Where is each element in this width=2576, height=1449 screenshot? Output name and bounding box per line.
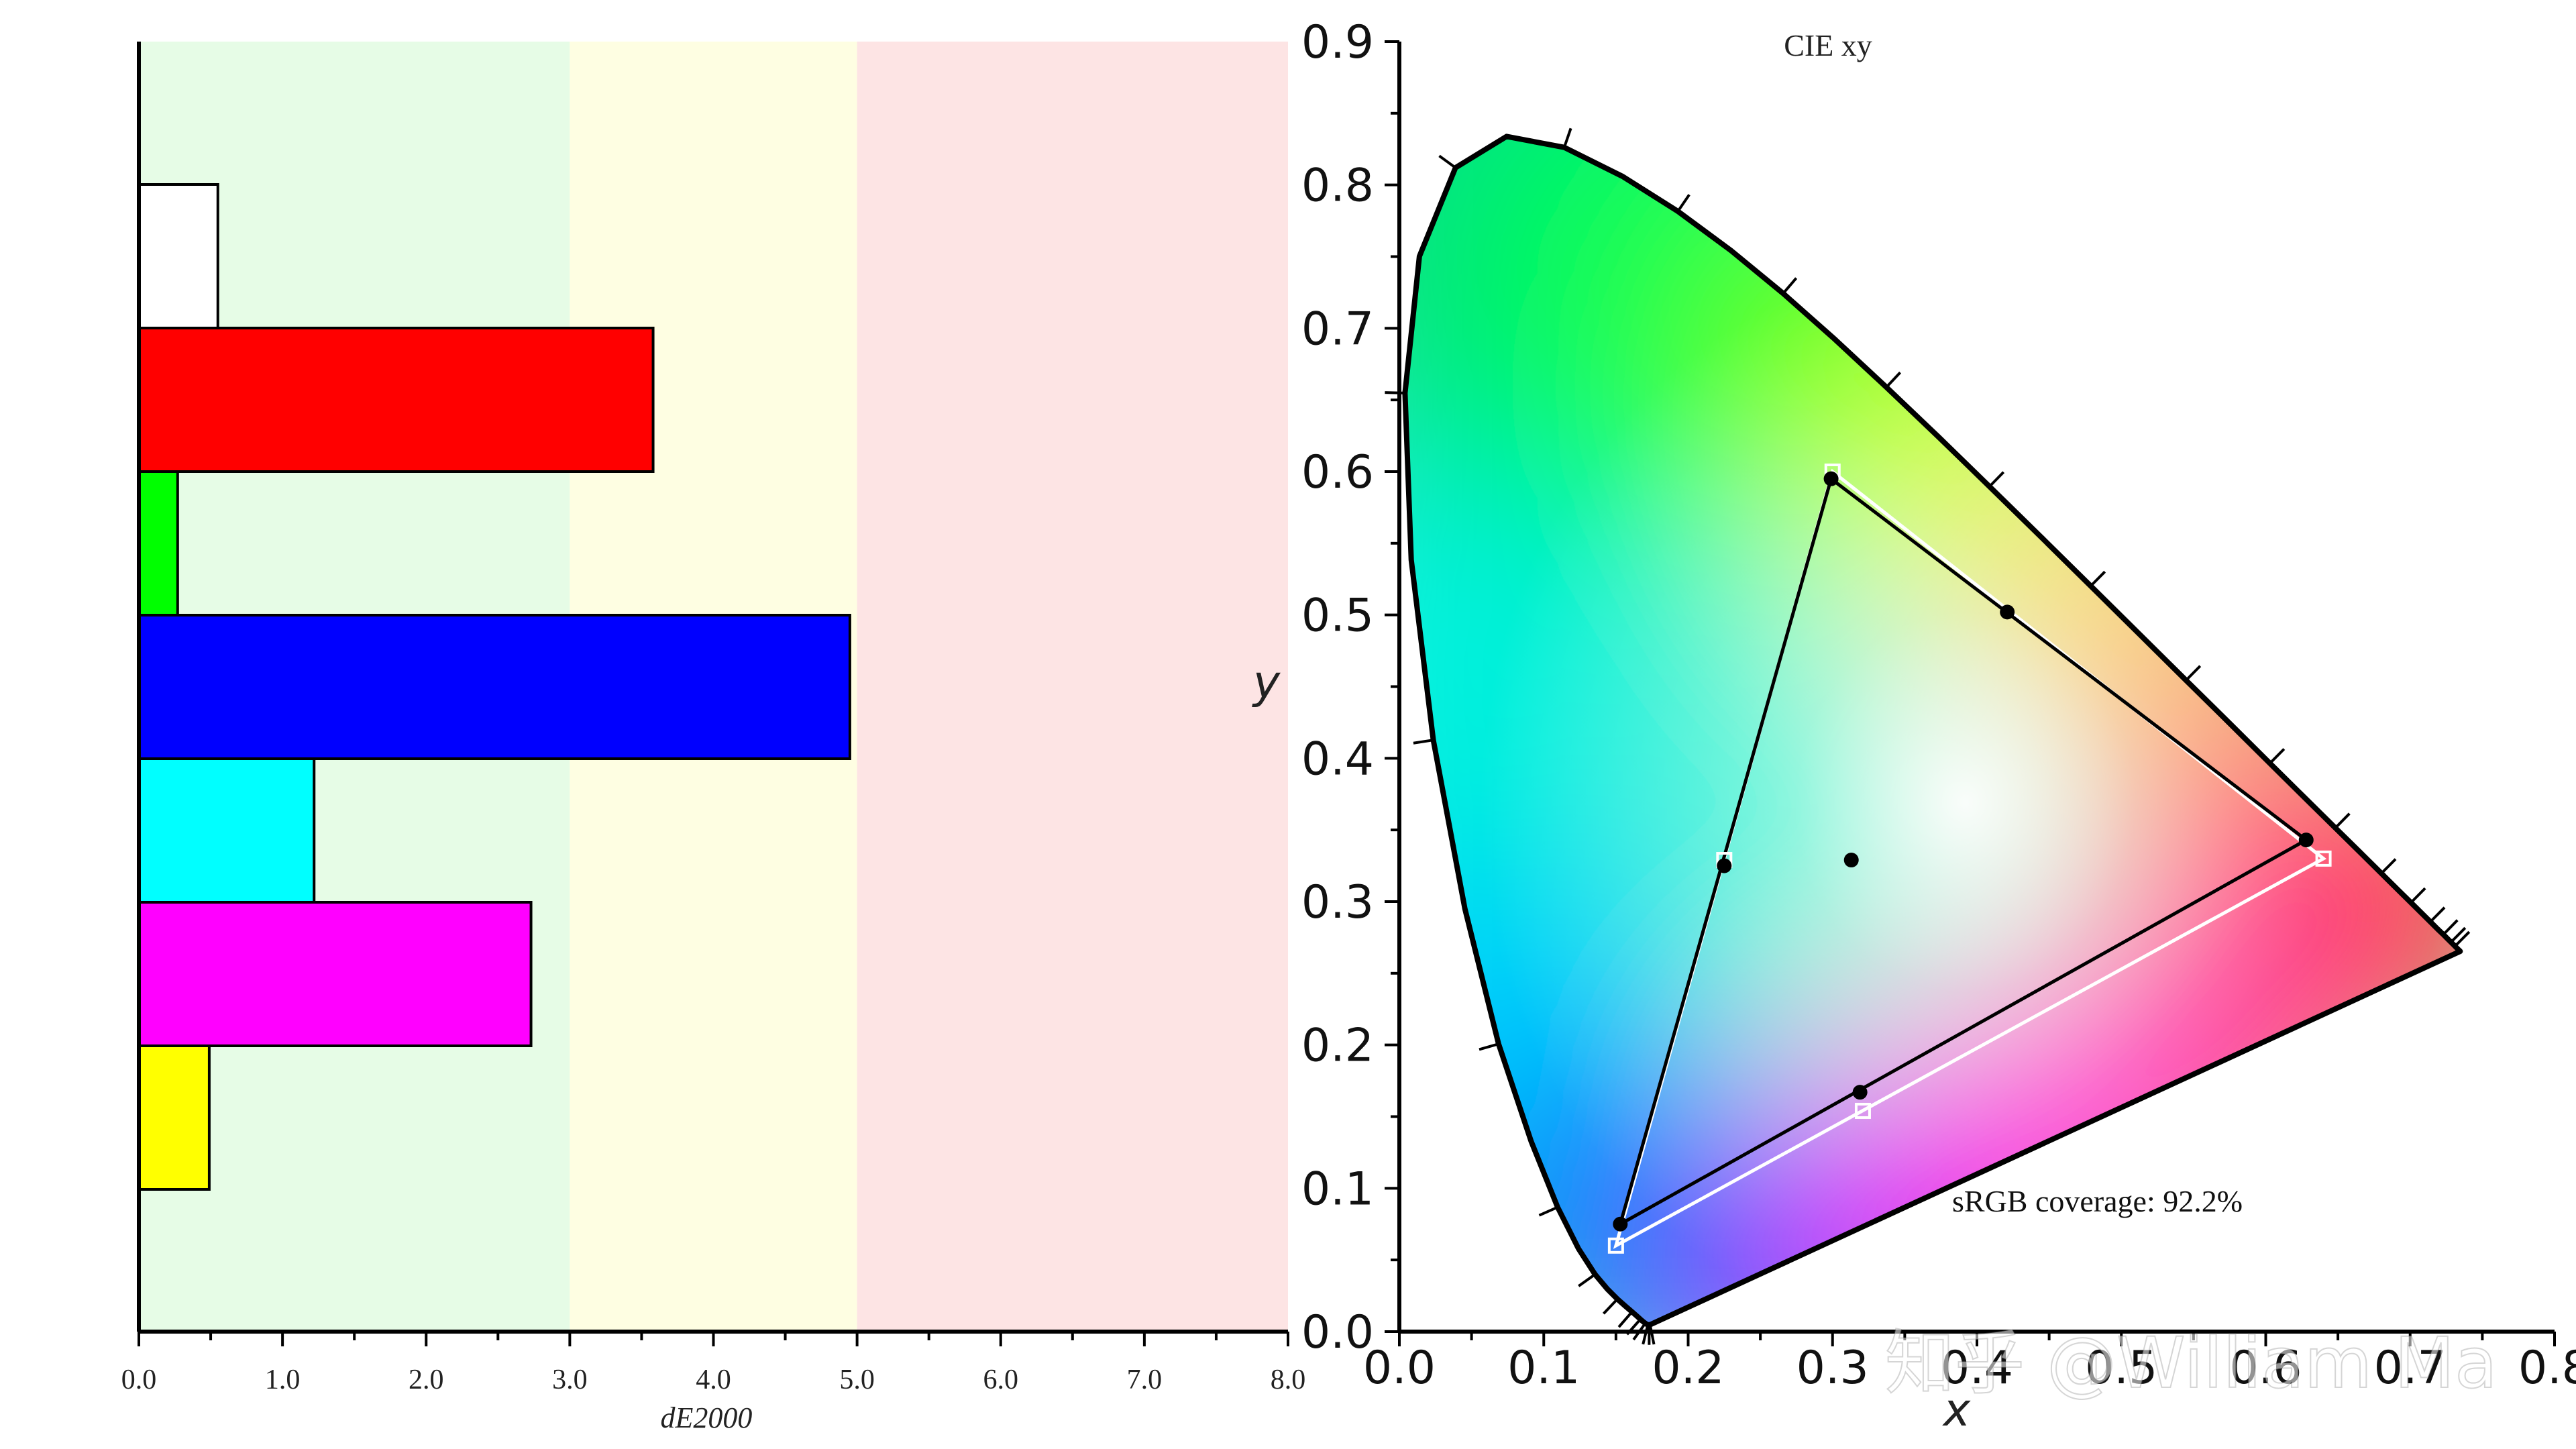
wavelength-tick — [2442, 919, 2459, 936]
wavelength-tick — [1885, 371, 1902, 388]
wavelength-tick — [2269, 748, 2286, 765]
bar-yellow — [138, 1044, 211, 1191]
wavelength-tick — [2185, 665, 2202, 682]
measured-point-marker — [1823, 471, 1839, 486]
cie-y-tick-label: 0.5 — [1301, 590, 1374, 643]
wavelength-tick — [2380, 858, 2397, 875]
bar-white — [138, 183, 219, 329]
cie-y-tick-label: 0.7 — [1301, 303, 1374, 356]
cie-x-tick-label: 0.3 — [1796, 1342, 1869, 1395]
measured-point-marker — [1843, 853, 1859, 868]
spectral-locus-outline — [1402, 133, 2463, 1328]
cie-y-tick-label: 0.8 — [1301, 160, 1374, 213]
cie-y-tick-label: 0.4 — [1301, 733, 1374, 786]
wavelength-tick — [1438, 154, 1456, 169]
bar-green — [138, 470, 179, 616]
cie-y-tick-label: 0.2 — [1301, 1020, 1374, 1073]
wavelength-tick — [2450, 926, 2467, 943]
wavelength-tick — [1578, 1273, 1596, 1287]
bar-x-tick-label: 8.0 — [1271, 1364, 1306, 1395]
de2000-bars — [138, 183, 851, 1191]
srgb-coverage-annotation: sRGB coverage: 92.2% — [1952, 1184, 2243, 1218]
wavelength-tick — [1538, 1205, 1558, 1217]
cie-chart-title: CIE xy — [1784, 28, 1872, 62]
cie-x-tick-label: 0.0 — [1363, 1342, 1436, 1395]
watermark-text: 知乎 @William Ma — [1885, 1322, 2498, 1404]
cie-y-tick-label: 0.6 — [1301, 446, 1374, 499]
bar-x-tick-label: 6.0 — [983, 1364, 1019, 1395]
bar-x-tick-label: 3.0 — [552, 1364, 588, 1395]
cie-x-tick-label: 0.7 — [2374, 1342, 2447, 1395]
reference-point-marker — [1854, 1102, 1871, 1119]
wavelength-tick — [1617, 1311, 1633, 1328]
bar-x-tick-label: 0.0 — [121, 1364, 157, 1395]
cie-y-axis-label: y — [1252, 656, 1281, 709]
wavelength-tick — [1602, 1298, 1619, 1315]
measured-point-marker — [1852, 1085, 1868, 1100]
cie-white-point-glow — [1405, 136, 2461, 1325]
bar-x-tick-label: 2.0 — [409, 1364, 444, 1395]
tolerance-zone-2 — [857, 42, 1288, 1332]
wavelength-tick — [1988, 471, 2005, 488]
cie-x-tick-label: 0.2 — [1652, 1342, 1724, 1395]
wavelength-tick — [2090, 570, 2106, 587]
bar-x-tick-label: 5.0 — [839, 1364, 875, 1395]
wavelength-tick — [1676, 194, 1690, 213]
cie-y-tick-label: 0.0 — [1301, 1306, 1374, 1359]
cie-y-tick-label: 0.9 — [1301, 16, 1374, 69]
wavelength-tick-marks — [1385, 127, 2471, 1345]
wavelength-tick — [1642, 1324, 1650, 1345]
wavelength-tick — [2429, 906, 2446, 923]
reference-point-marker — [2315, 850, 2332, 867]
cie-x-ticks: 0.0 0.1 0.2 0.3 0.4 0.5 0.6 0.7 0.8 — [1363, 1332, 2576, 1395]
cie-y-ticks: 0.0 0.1 0.2 0.3 0.4 0.5 0.6 0.7 0.8 0.9 — [1301, 16, 1399, 1359]
gamut-triangles — [1607, 464, 2332, 1254]
cie-x-tick-label: 0.4 — [1941, 1342, 2013, 1395]
measured-point-marker — [2298, 833, 2314, 848]
wavelength-tick — [1413, 739, 1434, 745]
measured-point-marker — [1717, 858, 1732, 873]
cie-y-tick-label: 0.1 — [1301, 1163, 1374, 1216]
bar-blue — [138, 614, 851, 760]
bar-red — [138, 327, 655, 473]
cie-x-tick-label: 0.8 — [2518, 1342, 2576, 1395]
de2000-bar-chart: 0.0 1.0 2.0 3.0 4.0 5.0 6.0 7.0 8.0 dE2000 — [121, 42, 1306, 1434]
bar-chart-x-axis-label: dE2000 — [661, 1401, 753, 1434]
wavelength-tick — [1479, 1042, 1499, 1051]
cie-x-tick-label: 0.6 — [2229, 1342, 2302, 1395]
bar-x-tick-label: 4.0 — [696, 1364, 731, 1395]
cie-y-tick-label: 0.3 — [1301, 876, 1374, 929]
wavelength-tick — [2454, 930, 2471, 947]
cie-x-tick-label: 0.5 — [2085, 1342, 2157, 1395]
wavelength-tick — [2410, 887, 2426, 904]
bar-chart-x-ticks: 0.0 1.0 2.0 3.0 4.0 5.0 6.0 7.0 8.0 — [121, 1332, 1306, 1395]
measured-point-marker — [1613, 1216, 1628, 1232]
bar-x-tick-label: 7.0 — [1127, 1364, 1163, 1395]
cie-x-axis-label: x — [1942, 1384, 1971, 1437]
wavelength-tick — [1648, 1324, 1656, 1345]
wavelength-tick — [2334, 812, 2351, 829]
bar-x-tick-label: 1.0 — [265, 1364, 301, 1395]
wavelength-tick — [1782, 277, 1798, 294]
bar-cyan — [138, 757, 316, 904]
wavelength-tick — [1562, 127, 1572, 148]
cie-xy-diagram: 0.0 0.1 0.2 0.3 0.4 0.5 0.6 0.7 0.8 0.0 0.1 0.2 0.3… — [1252, 16, 2576, 1437]
wavelength-tick — [1385, 391, 1405, 394]
cie-x-tick-label: 0.1 — [1507, 1342, 1580, 1395]
measured-gamut-triangle — [1617, 476, 2310, 1228]
reference-point-marker — [1607, 1237, 1624, 1254]
measured-point-marker — [2000, 604, 2015, 620]
bar-magenta — [138, 901, 533, 1047]
